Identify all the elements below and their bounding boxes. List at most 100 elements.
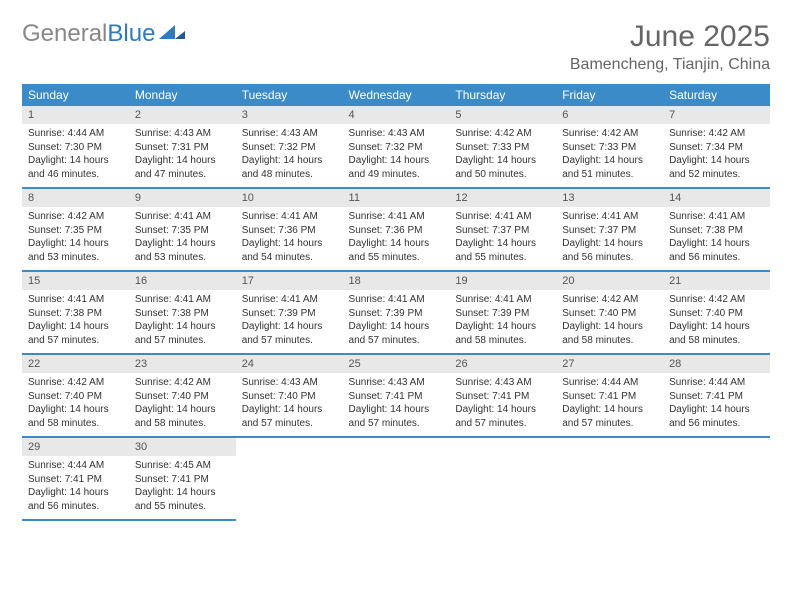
- calendar-cell: 4Sunrise: 4:43 AMSunset: 7:32 PMDaylight…: [343, 106, 450, 188]
- calendar-cell: 21Sunrise: 4:42 AMSunset: 7:40 PMDayligh…: [663, 271, 770, 354]
- day-info: Sunrise: 4:45 AMSunset: 7:41 PMDaylight:…: [129, 456, 236, 519]
- logo: GeneralBlue: [22, 20, 185, 48]
- calendar-cell: [236, 437, 343, 520]
- calendar-cell: 11Sunrise: 4:41 AMSunset: 7:36 PMDayligh…: [343, 188, 450, 271]
- day-number: 11: [343, 189, 450, 207]
- day-number: 27: [556, 355, 663, 373]
- day-info: Sunrise: 4:41 AMSunset: 7:39 PMDaylight:…: [236, 290, 343, 353]
- day-info: Sunrise: 4:41 AMSunset: 7:36 PMDaylight:…: [236, 207, 343, 270]
- calendar-table: SundayMondayTuesdayWednesdayThursdayFrid…: [22, 84, 770, 521]
- day-number: 18: [343, 272, 450, 290]
- day-number: 25: [343, 355, 450, 373]
- day-number: 13: [556, 189, 663, 207]
- day-info: Sunrise: 4:42 AMSunset: 7:40 PMDaylight:…: [556, 290, 663, 353]
- day-info: Sunrise: 4:42 AMSunset: 7:34 PMDaylight:…: [663, 124, 770, 187]
- location: Bamencheng, Tianjin, China: [570, 56, 770, 74]
- calendar-cell: 6Sunrise: 4:42 AMSunset: 7:33 PMDaylight…: [556, 106, 663, 188]
- day-header: Sunday: [22, 84, 129, 106]
- day-number: 16: [129, 272, 236, 290]
- logo-text-1: General: [22, 20, 107, 48]
- day-info: Sunrise: 4:44 AMSunset: 7:41 PMDaylight:…: [22, 456, 129, 519]
- day-info: Sunrise: 4:42 AMSunset: 7:40 PMDaylight:…: [129, 373, 236, 436]
- calendar-cell: 10Sunrise: 4:41 AMSunset: 7:36 PMDayligh…: [236, 188, 343, 271]
- calendar-cell: 1Sunrise: 4:44 AMSunset: 7:30 PMDaylight…: [22, 106, 129, 188]
- day-number: 1: [22, 106, 129, 124]
- day-info: Sunrise: 4:43 AMSunset: 7:41 PMDaylight:…: [343, 373, 450, 436]
- calendar-cell: [343, 437, 450, 520]
- day-number: 10: [236, 189, 343, 207]
- day-info: Sunrise: 4:43 AMSunset: 7:32 PMDaylight:…: [236, 124, 343, 187]
- day-info: Sunrise: 4:42 AMSunset: 7:33 PMDaylight:…: [556, 124, 663, 187]
- day-info: Sunrise: 4:41 AMSunset: 7:39 PMDaylight:…: [449, 290, 556, 353]
- day-info: Sunrise: 4:41 AMSunset: 7:37 PMDaylight:…: [556, 207, 663, 270]
- day-number: 24: [236, 355, 343, 373]
- calendar-cell: 7Sunrise: 4:42 AMSunset: 7:34 PMDaylight…: [663, 106, 770, 188]
- day-number: 26: [449, 355, 556, 373]
- day-number: 12: [449, 189, 556, 207]
- day-info: Sunrise: 4:42 AMSunset: 7:40 PMDaylight:…: [663, 290, 770, 353]
- day-info: Sunrise: 4:43 AMSunset: 7:32 PMDaylight:…: [343, 124, 450, 187]
- calendar-cell: 22Sunrise: 4:42 AMSunset: 7:40 PMDayligh…: [22, 354, 129, 437]
- day-info: Sunrise: 4:43 AMSunset: 7:41 PMDaylight:…: [449, 373, 556, 436]
- day-number: 29: [22, 438, 129, 456]
- calendar-cell: 29Sunrise: 4:44 AMSunset: 7:41 PMDayligh…: [22, 437, 129, 520]
- day-header: Saturday: [663, 84, 770, 106]
- calendar-cell: 27Sunrise: 4:44 AMSunset: 7:41 PMDayligh…: [556, 354, 663, 437]
- day-info: Sunrise: 4:42 AMSunset: 7:33 PMDaylight:…: [449, 124, 556, 187]
- day-info: Sunrise: 4:41 AMSunset: 7:37 PMDaylight:…: [449, 207, 556, 270]
- day-info: Sunrise: 4:41 AMSunset: 7:39 PMDaylight:…: [343, 290, 450, 353]
- day-info: Sunrise: 4:42 AMSunset: 7:40 PMDaylight:…: [22, 373, 129, 436]
- calendar-cell: 30Sunrise: 4:45 AMSunset: 7:41 PMDayligh…: [129, 437, 236, 520]
- day-number: 21: [663, 272, 770, 290]
- day-info: Sunrise: 4:44 AMSunset: 7:41 PMDaylight:…: [663, 373, 770, 436]
- day-header: Monday: [129, 84, 236, 106]
- day-info: Sunrise: 4:41 AMSunset: 7:35 PMDaylight:…: [129, 207, 236, 270]
- title-block: June 2025 Bamencheng, Tianjin, China: [570, 20, 770, 74]
- calendar-cell: [449, 437, 556, 520]
- calendar-cell: 25Sunrise: 4:43 AMSunset: 7:41 PMDayligh…: [343, 354, 450, 437]
- calendar-cell: 8Sunrise: 4:42 AMSunset: 7:35 PMDaylight…: [22, 188, 129, 271]
- day-number: 28: [663, 355, 770, 373]
- calendar-cell: 24Sunrise: 4:43 AMSunset: 7:40 PMDayligh…: [236, 354, 343, 437]
- calendar-cell: 3Sunrise: 4:43 AMSunset: 7:32 PMDaylight…: [236, 106, 343, 188]
- day-info: Sunrise: 4:41 AMSunset: 7:38 PMDaylight:…: [22, 290, 129, 353]
- day-number: 4: [343, 106, 450, 124]
- day-number: 14: [663, 189, 770, 207]
- calendar-cell: 19Sunrise: 4:41 AMSunset: 7:39 PMDayligh…: [449, 271, 556, 354]
- day-header: Wednesday: [343, 84, 450, 106]
- calendar-cell: 23Sunrise: 4:42 AMSunset: 7:40 PMDayligh…: [129, 354, 236, 437]
- day-info: Sunrise: 4:43 AMSunset: 7:31 PMDaylight:…: [129, 124, 236, 187]
- day-number: 17: [236, 272, 343, 290]
- day-header: Thursday: [449, 84, 556, 106]
- day-number: 7: [663, 106, 770, 124]
- calendar-cell: 13Sunrise: 4:41 AMSunset: 7:37 PMDayligh…: [556, 188, 663, 271]
- calendar-cell: 12Sunrise: 4:41 AMSunset: 7:37 PMDayligh…: [449, 188, 556, 271]
- day-number: 19: [449, 272, 556, 290]
- day-info: Sunrise: 4:44 AMSunset: 7:30 PMDaylight:…: [22, 124, 129, 187]
- day-info: Sunrise: 4:44 AMSunset: 7:41 PMDaylight:…: [556, 373, 663, 436]
- logo-text-2: Blue: [107, 20, 155, 48]
- logo-icon: [159, 20, 185, 48]
- calendar-cell: [663, 437, 770, 520]
- day-number: 22: [22, 355, 129, 373]
- day-number: 15: [22, 272, 129, 290]
- page-title: June 2025: [570, 20, 770, 54]
- day-info: Sunrise: 4:41 AMSunset: 7:38 PMDaylight:…: [129, 290, 236, 353]
- calendar-cell: 5Sunrise: 4:42 AMSunset: 7:33 PMDaylight…: [449, 106, 556, 188]
- calendar-cell: 26Sunrise: 4:43 AMSunset: 7:41 PMDayligh…: [449, 354, 556, 437]
- calendar-cell: 17Sunrise: 4:41 AMSunset: 7:39 PMDayligh…: [236, 271, 343, 354]
- calendar-cell: 16Sunrise: 4:41 AMSunset: 7:38 PMDayligh…: [129, 271, 236, 354]
- calendar-cell: 9Sunrise: 4:41 AMSunset: 7:35 PMDaylight…: [129, 188, 236, 271]
- calendar-cell: 18Sunrise: 4:41 AMSunset: 7:39 PMDayligh…: [343, 271, 450, 354]
- calendar-cell: 15Sunrise: 4:41 AMSunset: 7:38 PMDayligh…: [22, 271, 129, 354]
- day-number: 8: [22, 189, 129, 207]
- day-number: 23: [129, 355, 236, 373]
- day-number: 5: [449, 106, 556, 124]
- day-info: Sunrise: 4:42 AMSunset: 7:35 PMDaylight:…: [22, 207, 129, 270]
- calendar-cell: 28Sunrise: 4:44 AMSunset: 7:41 PMDayligh…: [663, 354, 770, 437]
- day-number: 3: [236, 106, 343, 124]
- day-number: 2: [129, 106, 236, 124]
- day-info: Sunrise: 4:41 AMSunset: 7:36 PMDaylight:…: [343, 207, 450, 270]
- day-number: 20: [556, 272, 663, 290]
- day-header: Tuesday: [236, 84, 343, 106]
